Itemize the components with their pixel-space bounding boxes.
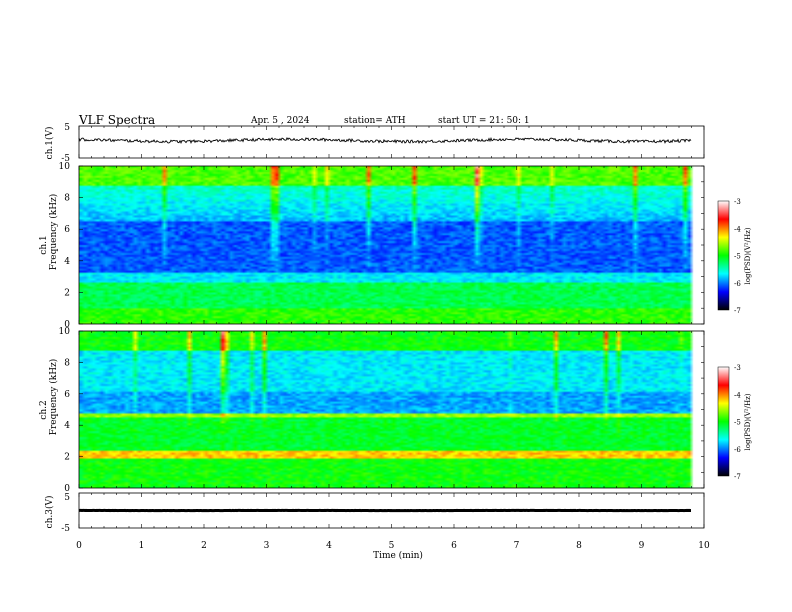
time-tick-label: 0 — [76, 541, 82, 551]
colorbar-tick-label: -7 — [734, 307, 741, 315]
ch2-spectrogram-time-ticks — [78, 331, 705, 488]
header-date: Apr. 5 , 2024 — [250, 116, 310, 126]
ch3-tick-top: 5 — [64, 493, 70, 503]
colorbar-tick-label: -5 — [734, 419, 741, 427]
frequency-tick-label: 6 — [64, 390, 70, 400]
time-axis-tick-labels: 0 1 2 3 4 5 6 7 8 9 10 — [76, 541, 710, 551]
ch1-waveform-panel: 5 -5 ch.1(V) — [44, 123, 705, 164]
ch2-spectrogram-image — [79, 331, 704, 488]
time-axis-label: Time (min) — [373, 550, 423, 561]
colorbar-tick-label: -6 — [734, 280, 741, 288]
ch2-frequency-ticks: 0 2 4 6 8 10 — [59, 327, 704, 494]
ch2-frequency-axis-label: Frequency (kHz) — [48, 359, 59, 436]
colorbar-tick-label: -3 — [734, 198, 741, 206]
colorbar-tick-label: -5 — [734, 253, 741, 261]
ch1-colorbar-bar — [717, 200, 730, 311]
ch1-waveform-line — [78, 136, 692, 144]
colorbar-tick-label: -7 — [734, 473, 741, 481]
ch1-tick-bottom: -5 — [61, 154, 70, 164]
ch3-waveform-time-ticks — [78, 493, 705, 528]
ch1-frequency-axis-label: Frequency (kHz) — [48, 194, 59, 271]
ch3-ylabel: ch.3(V) — [44, 496, 55, 529]
time-tick-label: 2 — [201, 541, 207, 551]
ch1-spec-label: ch.1 — [39, 235, 49, 254]
frequency-tick-label: 6 — [64, 225, 70, 235]
ch2-colorbar-label: log(PSD)(V²/Hz) — [744, 393, 752, 450]
frequency-tick-label: 0 — [64, 320, 70, 330]
ch1-spectrogram-time-ticks — [78, 166, 705, 324]
time-tick-label: 9 — [639, 541, 645, 551]
time-tick-label: 8 — [576, 541, 582, 551]
colorbar-tick-label: -3 — [734, 364, 741, 372]
time-tick-label: 10 — [698, 541, 710, 551]
colorbar-tick-label: -4 — [734, 225, 741, 233]
header-station: station= ATH — [344, 116, 406, 126]
ch2-spectrogram-panel: 0 2 4 6 8 10 ch.2 Frequency (kHz) — [39, 327, 705, 494]
time-tick-label: 1 — [139, 541, 145, 551]
time-tick-label: 7 — [514, 541, 520, 551]
frequency-tick-label: 4 — [64, 421, 70, 431]
ch1-spectrogram-image — [79, 166, 704, 324]
ch1-frequency-ticks: 0 2 4 6 8 10 — [59, 162, 704, 330]
time-tick-label: 5 — [389, 541, 395, 551]
frequency-tick-label: 2 — [64, 453, 70, 463]
ch2-colorbar-bar — [717, 366, 730, 477]
ch2-colorbar: -3 -4 -5 -6 -7 log(PSD)(V²/Hz) — [717, 364, 752, 481]
colorbar-tick-label: -4 — [734, 391, 741, 399]
spectrogram-raster — [79, 331, 704, 488]
ch1-waveform-frame — [78, 125, 705, 159]
frequency-tick-label: 0 — [64, 484, 70, 494]
frequency-tick-label: 4 — [64, 257, 70, 267]
figure-title: VLF Spectra — [78, 113, 155, 127]
ch2-colorbar-ticks: -3 -4 -5 -6 -7 — [734, 364, 741, 481]
ch1-ylabel: ch.1(V) — [44, 127, 55, 160]
time-tick-label: 6 — [451, 541, 457, 551]
ch3-waveform-panel: 5 -5 ch.3(V) — [44, 492, 705, 534]
frequency-tick-label: 2 — [64, 288, 70, 298]
ch1-tick-top: 5 — [64, 123, 70, 133]
ch1-colorbar-label: log(PSD)(V²/Hz) — [744, 227, 752, 284]
frequency-tick-label: 8 — [64, 358, 70, 368]
colorbar-tick-label: -6 — [734, 446, 741, 454]
ch1-spectrogram-panel: 0 2 4 6 8 10 ch.1 Frequency (kHz) — [39, 162, 705, 330]
frequency-tick-label: 10 — [59, 327, 71, 337]
ch1-colorbar: -3 -4 -5 -6 -7 log(PSD)(V²/Hz) — [717, 198, 752, 315]
frequency-tick-label: 10 — [59, 162, 71, 172]
time-tick-label: 4 — [326, 541, 332, 551]
ch1-colorbar-ticks: -3 -4 -5 -6 -7 — [734, 198, 741, 315]
header-start-ut: start UT = 21: 50: 1 — [438, 116, 530, 126]
frequency-tick-label: 8 — [64, 194, 70, 204]
spectrogram-raster — [79, 166, 704, 324]
ch1-waveform-time-ticks — [78, 126, 705, 158]
ch3-tick-bottom: -5 — [61, 524, 70, 534]
ch2-spec-label: ch.2 — [39, 400, 49, 419]
time-tick-label: 3 — [264, 541, 270, 551]
